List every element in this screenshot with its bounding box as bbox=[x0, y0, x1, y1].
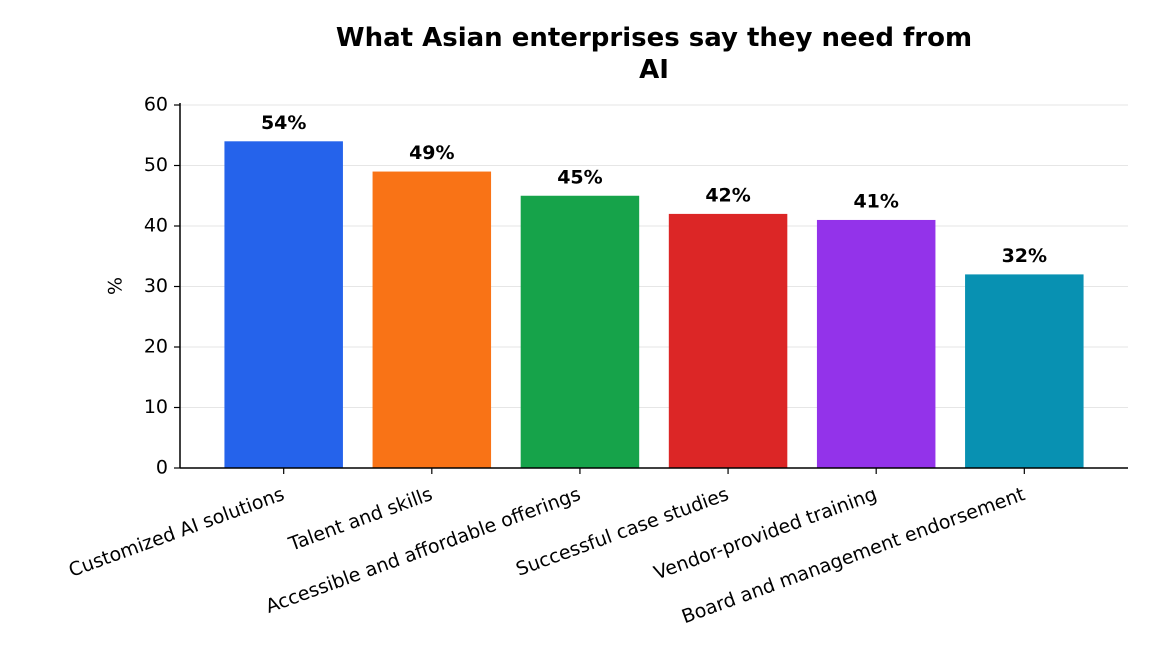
chart-title: What Asian enterprises say they need fro… bbox=[335, 23, 973, 85]
y-tick-label: 40 bbox=[144, 215, 168, 237]
bar bbox=[816, 219, 936, 468]
y-tick-label: 30 bbox=[144, 275, 168, 297]
value-label: 49% bbox=[409, 142, 454, 164]
x-tick-label: Customized AI solutions bbox=[66, 483, 287, 582]
bar bbox=[372, 171, 492, 469]
bar bbox=[520, 195, 640, 468]
value-label: 42% bbox=[705, 184, 750, 206]
y-tick-label: 10 bbox=[144, 396, 168, 418]
bar bbox=[224, 141, 343, 469]
value-label: 32% bbox=[1002, 245, 1047, 267]
y-axis-label: % bbox=[105, 277, 127, 295]
bar bbox=[965, 274, 1084, 468]
bar bbox=[668, 213, 788, 468]
y-tick-label: 20 bbox=[144, 336, 168, 358]
y-tick-label: 0 bbox=[156, 457, 168, 479]
value-label: 54% bbox=[261, 112, 306, 134]
value-label: 41% bbox=[853, 190, 898, 212]
value-label: 45% bbox=[557, 166, 602, 188]
y-tick-label: 50 bbox=[144, 154, 168, 176]
y-tick-label: 60 bbox=[144, 94, 168, 116]
